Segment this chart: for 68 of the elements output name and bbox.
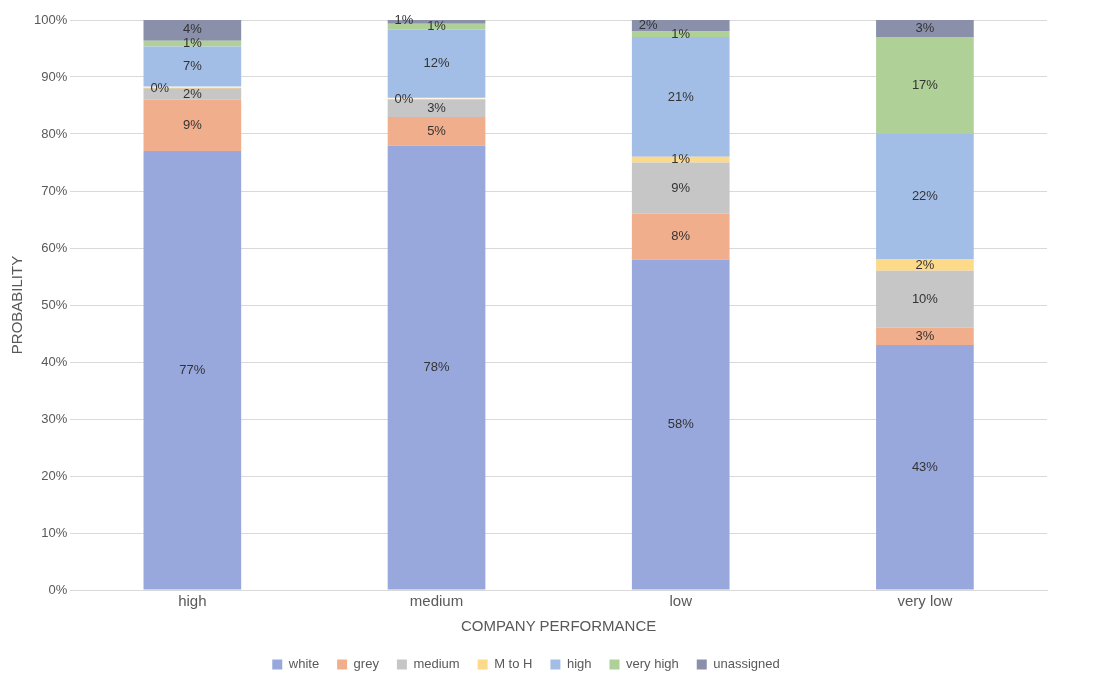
bar <box>876 327 974 345</box>
data-label: 77% <box>179 361 206 377</box>
y-tick-label: 70% <box>41 182 68 198</box>
x-tick-label: high <box>178 592 207 610</box>
bar <box>143 151 242 590</box>
bar <box>387 116 486 146</box>
data-label: 1% <box>427 18 447 34</box>
data-label: 12% <box>423 55 450 71</box>
y-tick-label: 30% <box>41 410 68 426</box>
data-label: 7% <box>182 58 203 74</box>
data-label: 9% <box>671 179 691 195</box>
data-label: 2% <box>915 256 935 272</box>
bar <box>631 156 730 163</box>
legend-label: M to H <box>494 656 533 672</box>
data-label: 78% <box>423 359 450 375</box>
x-tick-label: very low <box>897 592 953 610</box>
data-label: 10% <box>911 290 939 306</box>
data-label: 5% <box>427 122 447 138</box>
data-label: 4% <box>182 20 203 36</box>
bar <box>876 259 974 271</box>
y-tick-label: 10% <box>41 524 68 540</box>
data-label: 1% <box>671 151 691 167</box>
bar <box>143 99 242 152</box>
data-label: 43% <box>911 458 939 474</box>
y-tick-label: 0% <box>48 581 68 597</box>
x-tick-label: low <box>669 592 693 610</box>
data-label: 2% <box>182 85 203 101</box>
data-label: 0% <box>150 79 170 95</box>
bar <box>876 37 974 134</box>
bar <box>631 31 730 38</box>
y-tick-label: 100% <box>34 11 68 27</box>
data-label: 3% <box>915 327 935 343</box>
bar <box>631 162 730 214</box>
y-tick-label: 40% <box>41 353 68 369</box>
bar <box>143 40 242 47</box>
legend-label: white <box>287 656 320 672</box>
x-axis-title: COMPANY PERFORMANCE <box>460 617 657 635</box>
y-tick-label: 90% <box>41 68 68 84</box>
data-label: 3% <box>427 99 447 115</box>
data-label: 0% <box>394 91 414 107</box>
bar <box>876 270 974 328</box>
y-tick-label: 80% <box>41 125 68 141</box>
data-label: 9% <box>182 117 203 133</box>
data-label: 17% <box>911 77 939 93</box>
x-tick-label: medium <box>409 592 464 610</box>
y-axis-title: PROBABILITY <box>8 255 26 355</box>
bar <box>631 213 730 260</box>
data-label: 58% <box>667 416 695 432</box>
data-label: 1% <box>671 25 691 41</box>
y-tick-label: 60% <box>41 239 68 255</box>
legend-label: unassigned <box>713 656 780 672</box>
bar <box>876 20 974 38</box>
legend-label: high <box>566 656 592 672</box>
data-label: 8% <box>671 228 691 244</box>
legend-label: medium <box>413 656 460 672</box>
legend-label: very high <box>625 656 679 672</box>
data-label: 3% <box>915 20 935 36</box>
bar <box>876 134 974 260</box>
data-label: 2% <box>638 17 658 33</box>
bar <box>876 344 974 590</box>
bar <box>631 259 730 590</box>
legend-label: grey <box>353 656 380 672</box>
data-label: 22% <box>911 188 939 204</box>
y-tick-label: 20% <box>41 467 68 483</box>
y-tick-label: 50% <box>41 296 68 312</box>
bar <box>387 145 486 590</box>
data-label: 1% <box>182 35 203 51</box>
data-label: 21% <box>667 88 695 104</box>
